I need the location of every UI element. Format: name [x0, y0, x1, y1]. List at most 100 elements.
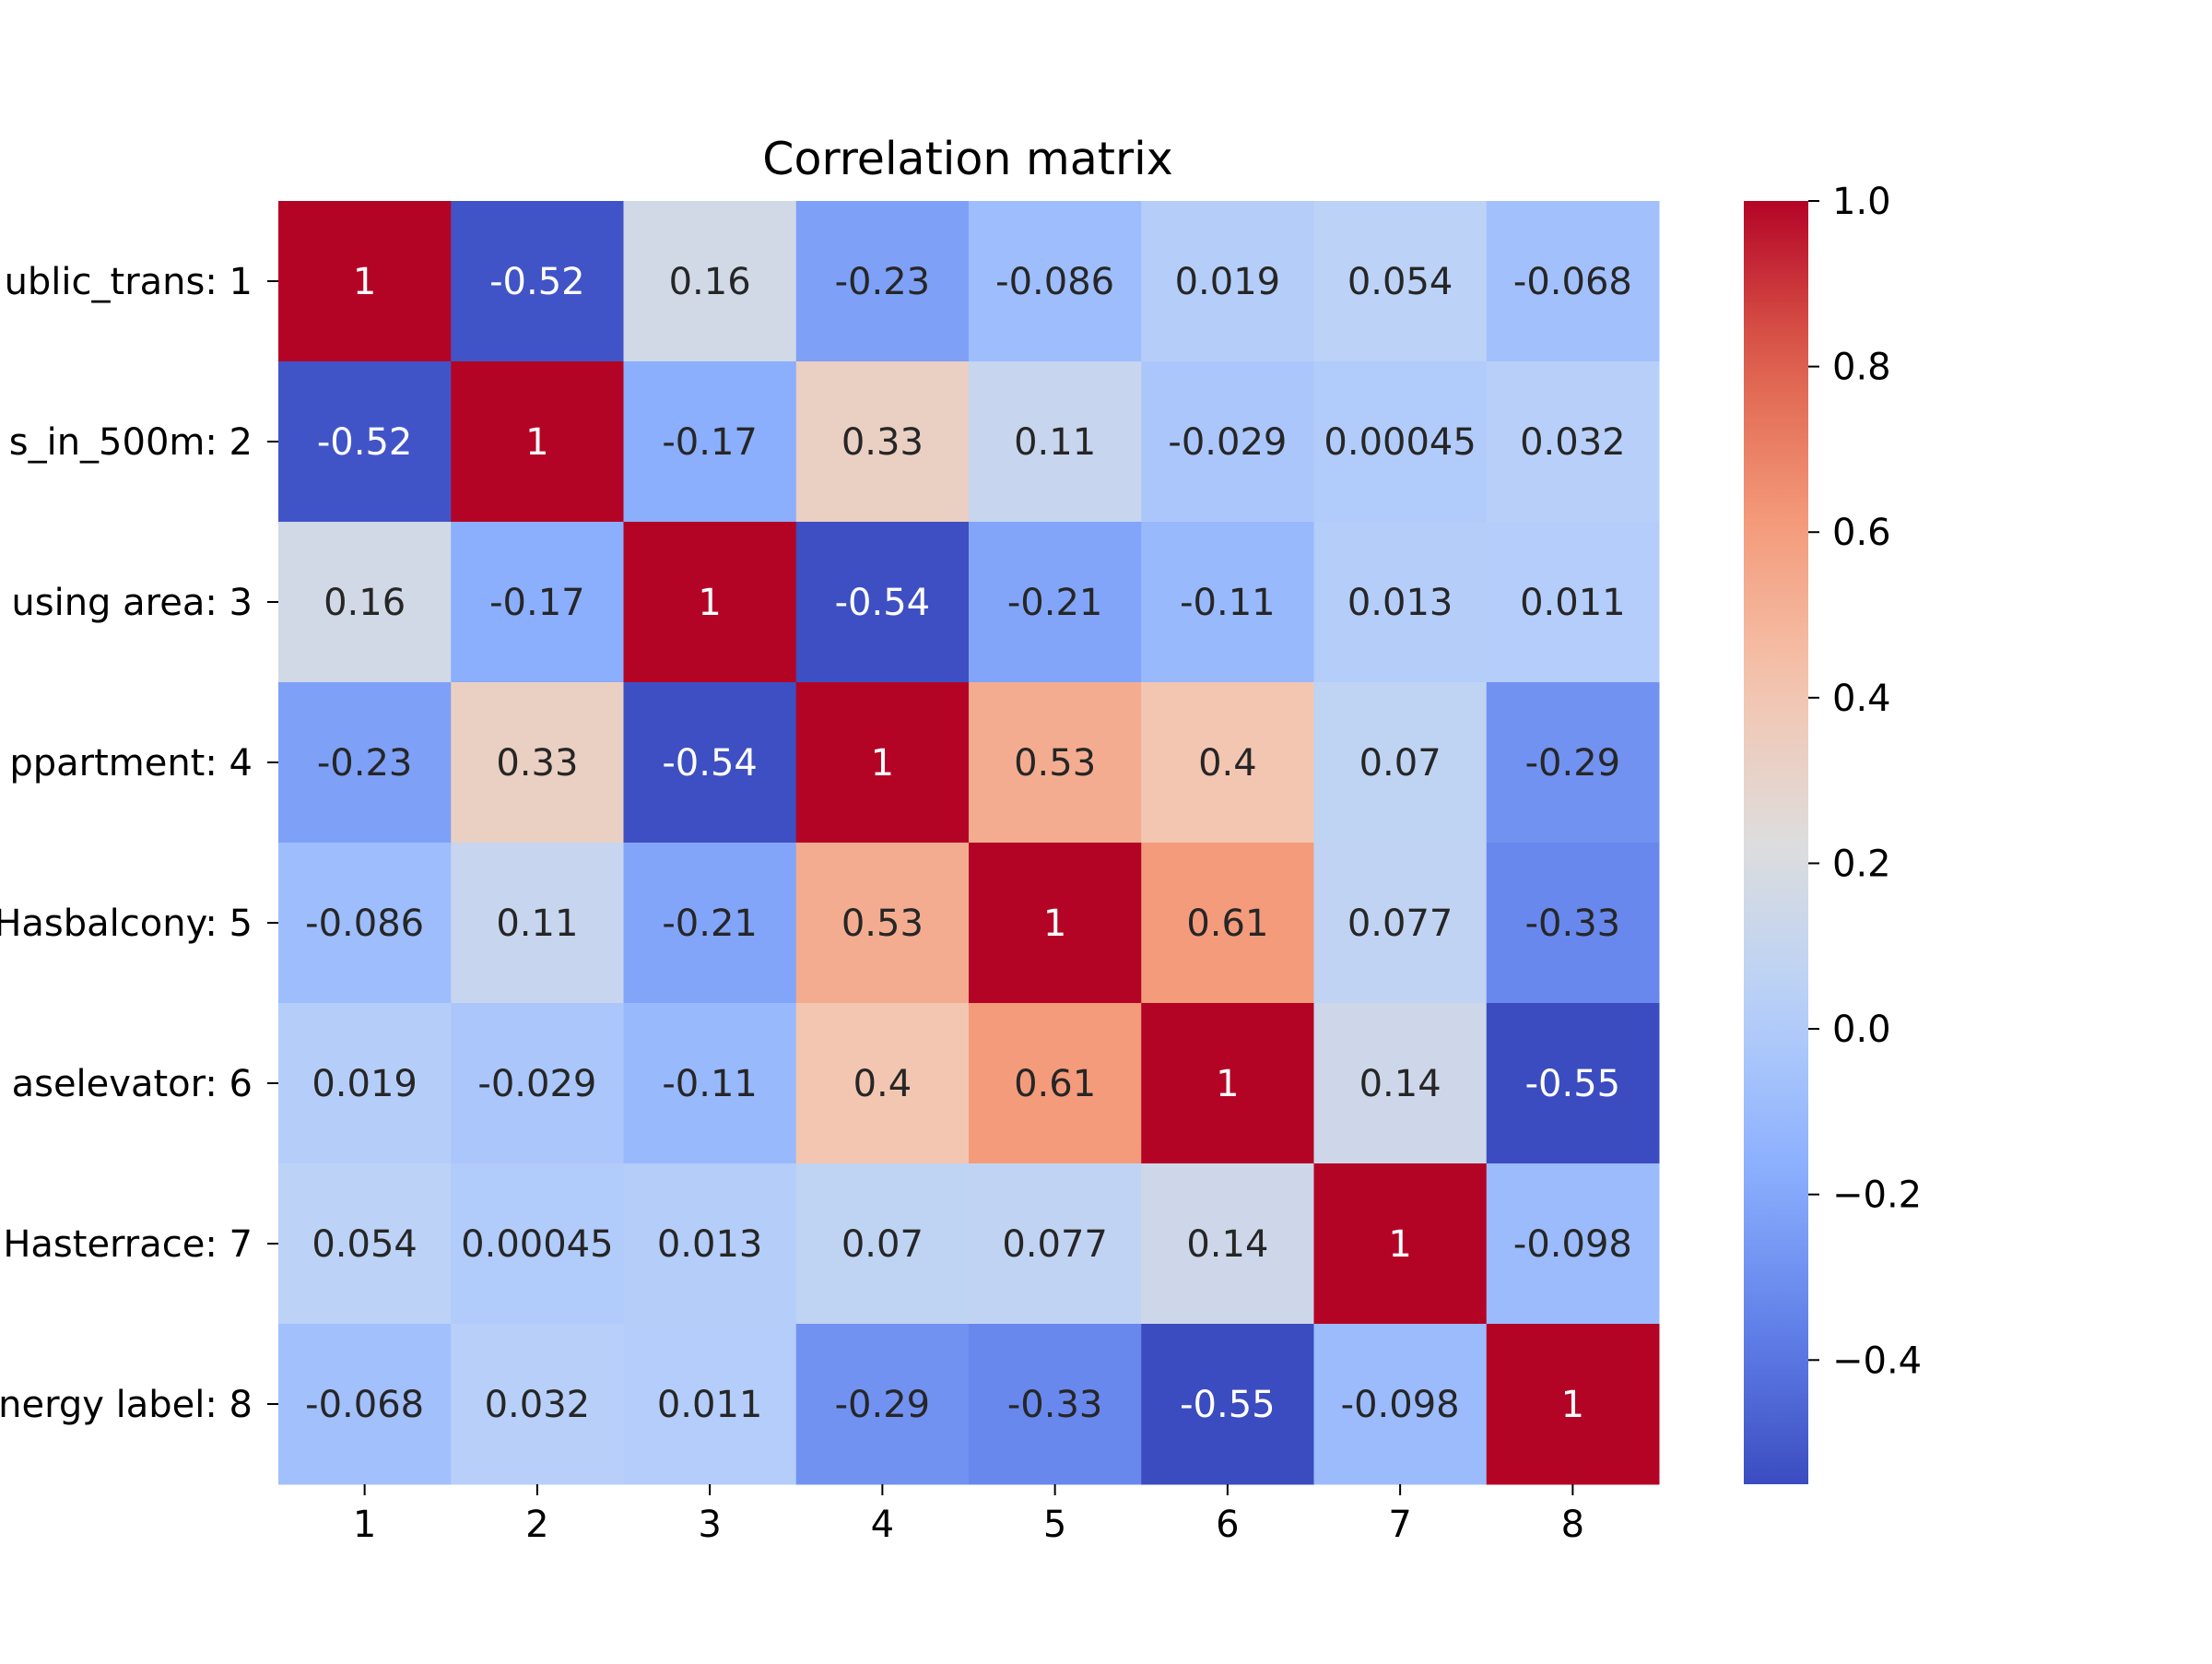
- x-tick-label: 6: [1216, 1504, 1239, 1546]
- y-tick-label: Hasterrace: 7: [3, 1223, 253, 1266]
- cell-value-label: 0.032: [1520, 421, 1626, 464]
- cell-value-label: -0.029: [477, 1063, 596, 1105]
- heatmap-cell-r2-c2: [451, 361, 624, 523]
- y-axis: ublic_trans: 1 s_in_500m: 2 using area: 3 p…: [0, 261, 278, 1426]
- heatmap-cell-r6-c6: [1141, 1003, 1314, 1164]
- cell-value-label: 1: [1216, 1063, 1239, 1105]
- x-tick-label: 3: [698, 1504, 721, 1546]
- cell-value-label: -0.55: [1180, 1384, 1276, 1426]
- heatmap-cell-labels: 1 -0.52 0.16 -0.23 -0.086 0.019 0.054 -0.068 -0.…: [305, 261, 1632, 1426]
- cell-value-label: -0.52: [317, 421, 413, 464]
- cell-value-label: -0.068: [305, 1384, 424, 1426]
- cell-value-label: 0.4: [853, 1063, 912, 1105]
- heatmap-cell-r2-c7: [1313, 361, 1488, 523]
- heatmap-cell-r2-c6: [1141, 361, 1314, 523]
- cell-value-label: 0.011: [1520, 582, 1626, 624]
- cell-value-label: 0.07: [1359, 742, 1441, 785]
- cell-value-label: -0.029: [1168, 421, 1287, 464]
- cell-value-label: -0.23: [317, 742, 413, 785]
- cell-value-label: 0.61: [1014, 1063, 1096, 1105]
- heatmap-cell-r5-c5: [969, 843, 1142, 1004]
- heatmap-cell-r6-c5: [969, 1003, 1142, 1164]
- colorbar-tick-label: 1.0: [1832, 181, 1891, 223]
- heatmap-cell-r2-c1: [278, 361, 452, 523]
- heatmap-cell-r1-c1: [278, 201, 452, 362]
- cell-value-label: 0.4: [1198, 742, 1257, 785]
- cell-value-label: 0.00045: [461, 1223, 613, 1266]
- cell-value-label: -0.068: [1513, 261, 1632, 303]
- heatmap-cell-r6-c8: [1486, 1003, 1660, 1164]
- heatmap-cell-r3-c8: [1486, 522, 1660, 683]
- heatmap-cell-r1-c6: [1141, 201, 1314, 362]
- colorbar-tick-label: −0.4: [1832, 1339, 1922, 1382]
- cell-value-label: -0.17: [489, 582, 585, 624]
- cell-value-label: 0.11: [496, 903, 578, 945]
- heatmap-cell-r6-c3: [623, 1003, 797, 1164]
- x-tick-label: 7: [1388, 1504, 1411, 1546]
- cell-value-label: 0.16: [669, 261, 751, 303]
- cell-value-label: -0.54: [835, 582, 931, 624]
- cell-value-label: 1: [525, 421, 548, 464]
- cell-value-label: -0.23: [835, 261, 931, 303]
- heatmap-cell-r5-c8: [1486, 843, 1660, 1004]
- heatmap-cell-r5-c3: [623, 843, 797, 1004]
- cell-value-label: 0.07: [841, 1223, 924, 1266]
- heatmap-cell-r8-c7: [1313, 1324, 1488, 1485]
- heatmap-cell-r7-c1: [278, 1163, 452, 1325]
- cell-value-label: -0.11: [662, 1063, 758, 1105]
- cell-value-label: 1: [1388, 1223, 1411, 1266]
- cell-value-label: -0.086: [305, 903, 424, 945]
- colorbar-axis: 1.0 0.8 0.6 0.4 0.2 0.0 −0.2 −0.4: [1808, 181, 1922, 1382]
- x-tick-label: 5: [1043, 1504, 1066, 1546]
- heatmap-cell-r3-c1: [278, 522, 452, 683]
- cell-value-label: -0.29: [1525, 742, 1621, 785]
- cell-value-label: 0.16: [324, 582, 406, 624]
- y-tick-label: nergy label: 8: [0, 1384, 253, 1426]
- heatmap-cell-r7-c4: [795, 1163, 970, 1325]
- heatmap-cell-r8-c8: [1486, 1324, 1660, 1485]
- cell-value-label: 0.019: [312, 1063, 418, 1105]
- colorbar-tick-label: 0.8: [1832, 347, 1891, 389]
- cell-value-label: 0.00045: [1324, 421, 1476, 464]
- colorbar-tick-label: 0.4: [1832, 678, 1891, 720]
- cell-value-label: 0.61: [1186, 903, 1268, 945]
- cell-value-label: 0.054: [1347, 261, 1453, 303]
- heatmap-cell-r8-c2: [451, 1324, 624, 1485]
- cell-value-label: -0.17: [662, 421, 758, 464]
- cell-value-label: 1: [871, 742, 894, 785]
- heatmap-cell-r6-c7: [1313, 1003, 1488, 1164]
- cell-value-label: 0.077: [1002, 1223, 1108, 1266]
- heatmap-cell-r5-c7: [1313, 843, 1488, 1004]
- x-tick-label: 4: [871, 1504, 894, 1546]
- y-tick-label: ppartment: 4: [9, 742, 253, 785]
- heatmap-cell-r5-c2: [451, 843, 624, 1004]
- cell-value-label: 0.019: [1175, 261, 1281, 303]
- cell-value-label: -0.33: [1525, 903, 1621, 945]
- heatmap-cell-r4-c6: [1141, 682, 1314, 844]
- cell-value-label: 0.11: [1014, 421, 1096, 464]
- cell-value-label: -0.21: [662, 903, 758, 945]
- colorbar: [1744, 201, 1808, 1484]
- heatmap-cell-r8-c6: [1141, 1324, 1314, 1485]
- heatmap-cell-r5-c4: [795, 843, 970, 1004]
- heatmap-cell-r7-c5: [969, 1163, 1142, 1325]
- heatmap-cell-r6-c1: [278, 1003, 452, 1164]
- heatmap-cell-r2-c5: [969, 361, 1142, 523]
- heatmap-cell-r7-c8: [1486, 1163, 1660, 1325]
- heatmap-cell-r7-c6: [1141, 1163, 1314, 1325]
- heatmap-cell-r5-c6: [1141, 843, 1314, 1004]
- cell-value-label: 0.013: [1347, 582, 1453, 624]
- heatmap-cell-r1-c5: [969, 201, 1142, 362]
- heatmap-cell-r3-c4: [795, 522, 970, 683]
- heatmap-cell-r3-c6: [1141, 522, 1314, 683]
- heatmap-cell-r2-c4: [795, 361, 970, 523]
- heatmap-cell-r7-c3: [623, 1163, 797, 1325]
- heatmap-cell-r3-c5: [969, 522, 1142, 683]
- cell-value-label: 0.53: [1014, 742, 1096, 785]
- x-tick-label: 8: [1561, 1504, 1584, 1546]
- heatmap-cell-r4-c4: [795, 682, 970, 844]
- heatmap-cell-r4-c3: [623, 682, 797, 844]
- heatmap-cell-r7-c2: [451, 1163, 624, 1325]
- x-axis: 1 2 3 4 5 6 7 8: [353, 1484, 1584, 1546]
